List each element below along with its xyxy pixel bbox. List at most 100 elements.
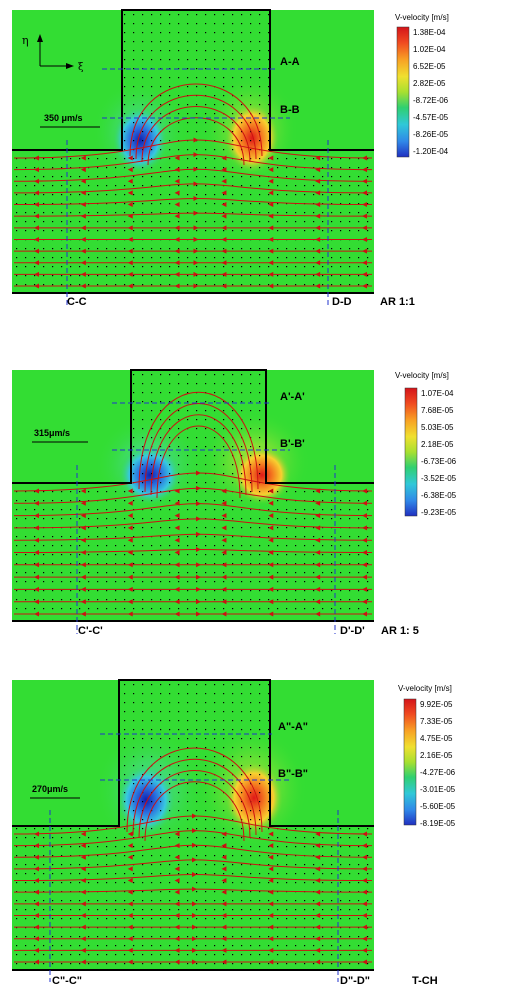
vector-dot <box>160 203 162 205</box>
vector-dot <box>232 545 234 547</box>
vector-dot <box>160 581 162 583</box>
vector-dot <box>79 509 81 511</box>
vector-dot <box>223 131 225 133</box>
vector-dot <box>160 428 162 430</box>
vector-dot <box>178 41 180 43</box>
vector-dot <box>241 257 243 259</box>
vector-dot <box>142 401 144 403</box>
vector-dot <box>313 221 315 223</box>
vector-dot <box>241 720 243 722</box>
vector-dot <box>142 891 144 893</box>
vector-dot <box>16 927 18 929</box>
vector-dot <box>160 684 162 686</box>
flow-arrow <box>127 190 133 196</box>
vector-dot <box>223 401 225 403</box>
vector-dot <box>142 837 144 839</box>
vector-dot <box>25 855 27 857</box>
vector-dot <box>205 837 207 839</box>
flow-arrow <box>174 611 180 617</box>
flow-arrow <box>80 878 86 884</box>
vector-dot <box>43 846 45 848</box>
vector-dot <box>196 828 198 830</box>
vector-dot <box>97 900 99 902</box>
vector-dot <box>358 855 360 857</box>
vector-dot <box>214 95 216 97</box>
vector-dot <box>124 248 126 250</box>
vector-dot <box>187 765 189 767</box>
vector-dot <box>331 203 333 205</box>
vector-dot <box>277 536 279 538</box>
vector-dot <box>34 882 36 884</box>
vector-dot <box>322 491 324 493</box>
vector-dot <box>142 32 144 34</box>
vector-dot <box>151 212 153 214</box>
cavity-streamline <box>150 414 247 496</box>
vector-dot <box>268 131 270 133</box>
vector-dot <box>340 918 342 920</box>
vector-dot <box>187 855 189 857</box>
vector-dot <box>133 572 135 574</box>
vector-dot <box>151 882 153 884</box>
vector-dot <box>97 954 99 956</box>
vector-dot <box>169 554 171 556</box>
flow-arrow <box>221 190 227 196</box>
vector-dot <box>115 855 117 857</box>
vector-dot <box>43 221 45 223</box>
vector-dot <box>322 212 324 214</box>
vector-dot <box>52 176 54 178</box>
vector-dot <box>223 590 225 592</box>
vector-dot <box>277 837 279 839</box>
vector-dot <box>277 500 279 502</box>
vector-dot <box>340 221 342 223</box>
vector-dot <box>214 954 216 956</box>
vector-dot <box>358 846 360 848</box>
vector-dot <box>142 113 144 115</box>
vector-dot <box>205 41 207 43</box>
vector-dot <box>124 581 126 583</box>
vector-dot <box>97 518 99 520</box>
vector-dot <box>178 212 180 214</box>
vector-dot <box>304 954 306 956</box>
vector-dot <box>151 374 153 376</box>
vector-dot <box>115 927 117 929</box>
vector-dot <box>250 590 252 592</box>
vector-dot <box>214 882 216 884</box>
vector-dot <box>88 176 90 178</box>
vector-dot <box>169 149 171 151</box>
vector-dot <box>142 518 144 520</box>
vector-dot <box>25 563 27 565</box>
vector-dot <box>25 918 27 920</box>
vector-dot <box>322 500 324 502</box>
vector-dot <box>223 545 225 547</box>
vector-dot <box>250 185 252 187</box>
vector-dot <box>151 419 153 421</box>
vector-dot <box>268 599 270 601</box>
vector-dot <box>295 194 297 196</box>
vector-dot <box>268 491 270 493</box>
vector-dot <box>286 257 288 259</box>
vector-dot <box>259 221 261 223</box>
vector-dot <box>160 792 162 794</box>
vector-dot <box>133 473 135 475</box>
vector-dot <box>34 909 36 911</box>
vector-dot <box>259 545 261 547</box>
flow-arrow <box>362 866 367 872</box>
vector-dot <box>151 113 153 115</box>
vector-dot <box>178 536 180 538</box>
vector-dot <box>214 963 216 965</box>
vector-dot <box>313 212 315 214</box>
vector-dot <box>16 900 18 902</box>
vector-dot <box>133 581 135 583</box>
vector-dot <box>151 104 153 106</box>
flow-arrow <box>80 248 86 254</box>
vector-dot <box>232 185 234 187</box>
vector-dot <box>358 500 360 502</box>
vector-dot <box>232 693 234 695</box>
flow-arrow <box>221 248 227 254</box>
vector-dot <box>106 185 108 187</box>
vector-dot <box>232 963 234 965</box>
cb-tick: -1.20E-04 <box>413 147 449 156</box>
vector-dot <box>205 113 207 115</box>
vector-dot <box>133 545 135 547</box>
